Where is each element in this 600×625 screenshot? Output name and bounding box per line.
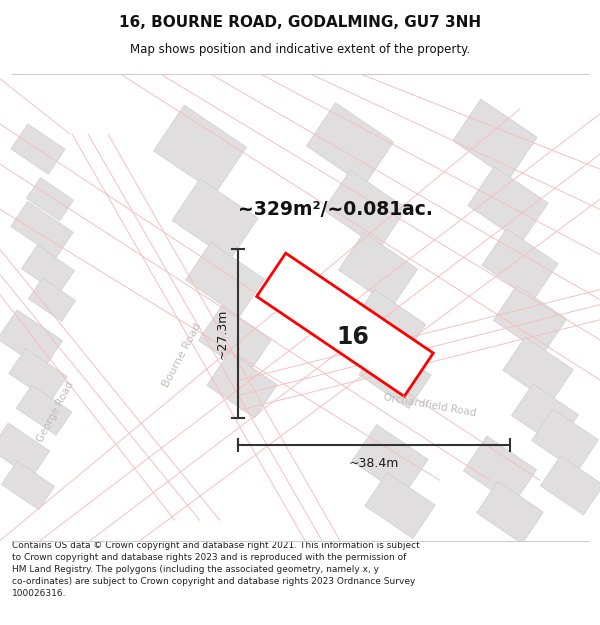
Bar <box>541 456 600 515</box>
Bar <box>185 242 265 316</box>
Bar <box>323 170 407 248</box>
Text: ~27.3m: ~27.3m <box>215 309 229 359</box>
Bar <box>28 278 76 321</box>
Bar <box>257 253 433 396</box>
Bar <box>16 385 72 435</box>
Bar <box>307 102 394 186</box>
Text: 16: 16 <box>337 325 370 349</box>
Bar <box>463 436 536 504</box>
Bar <box>350 289 426 360</box>
Bar <box>503 337 573 403</box>
Bar <box>365 472 435 538</box>
Bar <box>9 349 67 401</box>
Bar <box>359 341 431 409</box>
Bar <box>453 99 537 179</box>
Text: Contains OS data © Crown copyright and database right 2021. This information is : Contains OS data © Crown copyright and d… <box>12 541 420 598</box>
Bar <box>476 481 544 544</box>
Text: Map shows position and indicative extent of the property.: Map shows position and indicative extent… <box>130 42 470 56</box>
Bar <box>257 253 433 396</box>
Bar <box>338 232 418 306</box>
Text: Orchardfield Road: Orchardfield Road <box>383 392 477 418</box>
Bar <box>11 124 65 174</box>
Bar <box>26 177 74 221</box>
Text: ~329m²/~0.081ac.: ~329m²/~0.081ac. <box>238 200 433 219</box>
Bar <box>512 384 578 446</box>
Text: Bourne Road: Bourne Road <box>161 321 203 389</box>
Bar <box>0 310 62 370</box>
Bar <box>532 409 598 471</box>
Text: 16, BOURNE ROAD, GODALMING, GU7 3NH: 16, BOURNE ROAD, GODALMING, GU7 3NH <box>119 15 481 30</box>
Bar <box>493 286 566 354</box>
Bar <box>468 166 548 242</box>
Text: ~38.4m: ~38.4m <box>349 457 399 470</box>
Bar <box>482 229 558 300</box>
Bar <box>352 424 428 496</box>
Bar <box>172 179 258 260</box>
Bar <box>2 461 55 510</box>
Bar <box>0 423 50 478</box>
Bar <box>154 105 247 193</box>
Bar <box>199 306 272 374</box>
Bar <box>11 201 73 258</box>
Bar <box>22 245 74 294</box>
Text: George Road: George Road <box>35 380 75 444</box>
Bar <box>207 352 277 418</box>
